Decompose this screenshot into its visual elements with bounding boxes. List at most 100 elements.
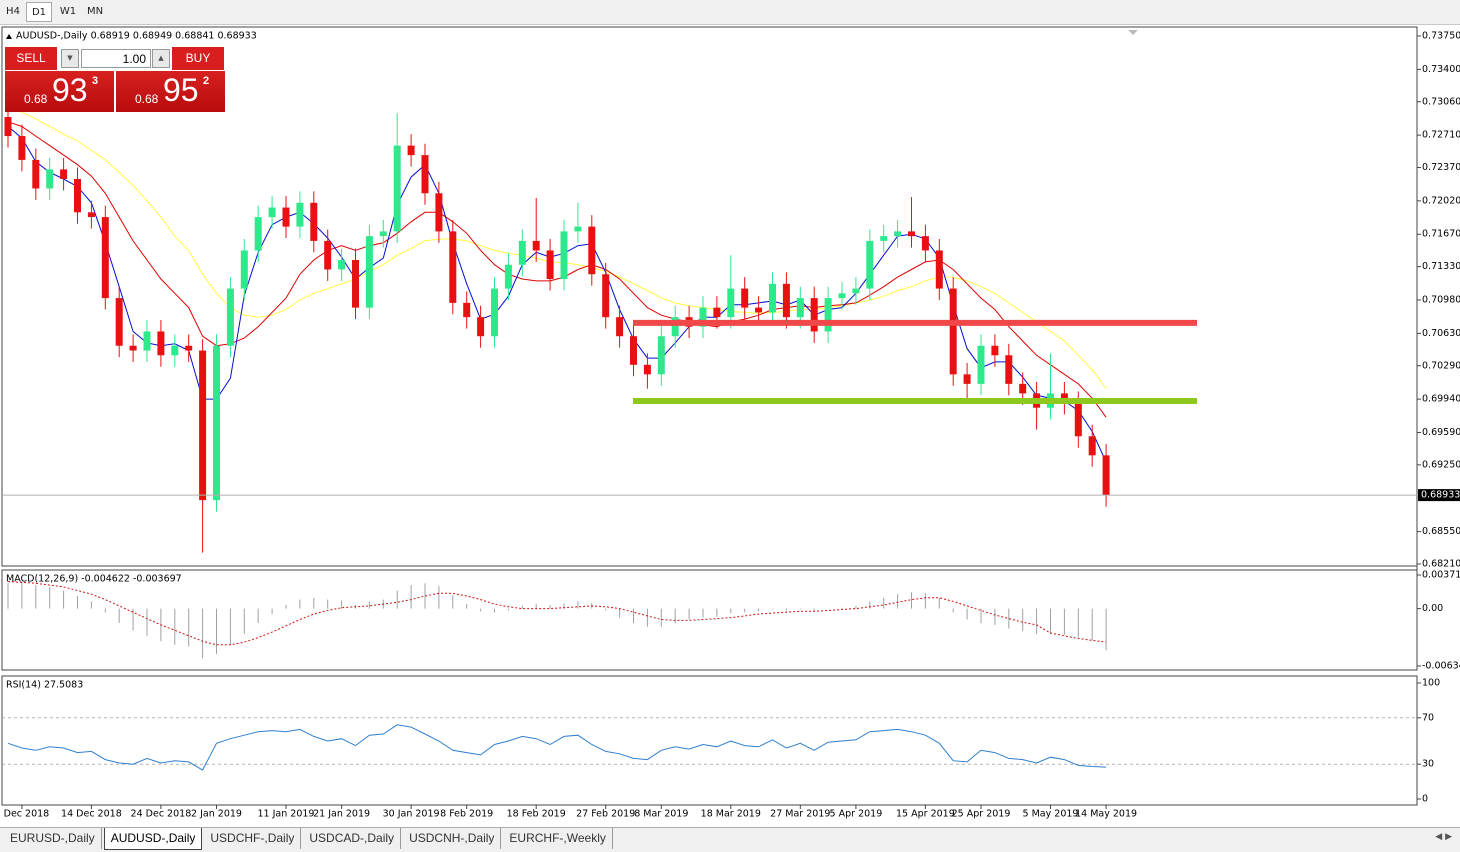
moving-average [7, 121, 1107, 418]
panel-title: MACD(12,26,9) -0.004622 -0.003697 [6, 574, 182, 585]
candle-body [643, 364, 651, 375]
bid-fraction: 3 [92, 75, 99, 87]
candle-body [504, 264, 512, 289]
y-tick-label: 0.73750 [1422, 31, 1460, 42]
timeframe-button[interactable]: D1 [26, 2, 52, 22]
x-tick-label: 18 Feb 2019 [507, 809, 566, 820]
shift-marker [1128, 30, 1138, 35]
ask-fraction: 2 [203, 75, 210, 87]
x-tick-label: 11 Jan 2019 [258, 809, 315, 820]
macd-panel [1, 569, 1418, 671]
y-tick-label: 0.70290 [1422, 360, 1460, 371]
candle-body [977, 345, 985, 384]
x-tick-label: 8 Feb 2019 [440, 809, 493, 820]
x-tick-label: 8 Mar 2019 [634, 809, 688, 820]
candle-body [4, 117, 12, 137]
sell-button[interactable]: SELL [5, 47, 57, 70]
candle-body [866, 240, 874, 289]
candle-body [463, 302, 471, 318]
candle-body [810, 298, 818, 332]
x-tick-label: 5 Apr 2019 [830, 809, 883, 820]
candle-body [532, 240, 540, 251]
chart-tab[interactable]: EURCHF-,Weekly [503, 828, 613, 849]
y-tick-label: 0.69940 [1422, 394, 1460, 405]
candle-body [435, 193, 443, 232]
lot-decrease[interactable]: ▼ [61, 49, 79, 68]
candle-body [908, 231, 915, 237]
candle-body [115, 298, 123, 346]
timeframe-button[interactable]: MN [86, 6, 104, 17]
candle-body [338, 259, 346, 270]
bid-prefix: 0.68 [24, 92, 48, 106]
candle-body [769, 283, 776, 313]
ask-quote[interactable]: 0.68 95 2 [116, 71, 225, 112]
timeframe-button[interactable]: H4 [6, 6, 20, 17]
bid-quote[interactable]: 0.68 93 3 [5, 71, 114, 112]
chart-tab[interactable]: AUDUSD-,Daily [103, 828, 203, 850]
candle-body [185, 345, 193, 351]
candle-body [87, 212, 95, 218]
candle-body [546, 250, 554, 280]
candle-body [560, 231, 568, 280]
x-tick-label: 14 Dec 2018 [61, 809, 122, 820]
last-price-label: 0.68933 [1421, 490, 1460, 501]
candle-body [352, 259, 359, 308]
candle-body [449, 231, 457, 303]
lot-increase[interactable]: ▲ [152, 49, 170, 68]
chart-tab[interactable]: USDCNH-,Daily [403, 828, 502, 849]
candle-body [991, 345, 999, 356]
ask-pips: 95 [163, 72, 199, 108]
lot-input[interactable]: 1.00 [81, 49, 151, 68]
candle-body [365, 236, 373, 308]
y-tick-label: 0.00 [1422, 603, 1443, 614]
candle-body [1074, 402, 1082, 437]
tab-scroll[interactable]: ◀ ▶ [1435, 832, 1452, 842]
x-tick-label: 21 Jan 2019 [313, 809, 370, 820]
rsi-line [7, 724, 1107, 771]
candle-body [226, 288, 234, 346]
candle-body [935, 250, 943, 289]
candle-body [421, 155, 429, 194]
x-tick-label: 18 Mar 2019 [701, 809, 761, 820]
chart-tab[interactable]: USDCAD-,Daily [303, 828, 402, 849]
candle-body [782, 283, 790, 318]
candle-body [880, 236, 888, 241]
chart-tab[interactable]: EURUSD-,Daily [4, 828, 102, 849]
y-tick-label: 0.68550 [1422, 526, 1460, 537]
timeframe-button[interactable]: W1 [59, 6, 77, 17]
candle-body [379, 231, 387, 237]
candle-body [713, 307, 721, 318]
x-tick-label: 2 Jan 2019 [191, 809, 242, 820]
y-tick-label: -0.006344 [1422, 661, 1460, 672]
y-tick-label: 0.72370 [1422, 162, 1460, 173]
candle-body [1088, 436, 1096, 456]
timeframe-toolbar: H4 D1 W1 MN [0, 0, 1460, 25]
chart-tabs: ◀ ▶ EURUSD-,Daily AUDUSD-,Daily USDCHF-,Da… [0, 827, 1460, 852]
candle-body [921, 236, 929, 251]
y-tick-label: 0.73060 [1422, 96, 1460, 107]
panel-title: AUDUSD-,Daily 0.68919 0.68949 0.68841 0.… [16, 31, 257, 42]
candle-body [171, 345, 179, 356]
rsi-panel [1, 675, 1418, 806]
candle-body [963, 374, 971, 384]
y-tick-label: 0.72710 [1422, 130, 1460, 141]
candle-body [324, 240, 332, 270]
buy-button[interactable]: BUY [172, 47, 224, 70]
candle-body [657, 336, 665, 375]
x-tick-label: 14 May 2019 [1075, 809, 1137, 820]
candle-body [74, 178, 81, 213]
candle-body [852, 288, 860, 294]
candle-body [602, 274, 610, 318]
candle-body [282, 207, 290, 227]
signal-line [7, 581, 1107, 646]
candle-body [1102, 455, 1110, 496]
candle-body [949, 288, 957, 375]
candle-body [268, 207, 276, 218]
candle-body [796, 298, 804, 318]
one-click-trading: SELL ▼ 1.00 ▲ BUY 0.68 93 3 0.68 95 2 [5, 47, 225, 112]
chart-tab[interactable]: USDCHF-,Daily [204, 828, 302, 849]
moving-average [7, 107, 1107, 389]
bid-pips: 93 [52, 72, 88, 108]
candle-body [671, 317, 679, 337]
candle-body [240, 250, 248, 289]
